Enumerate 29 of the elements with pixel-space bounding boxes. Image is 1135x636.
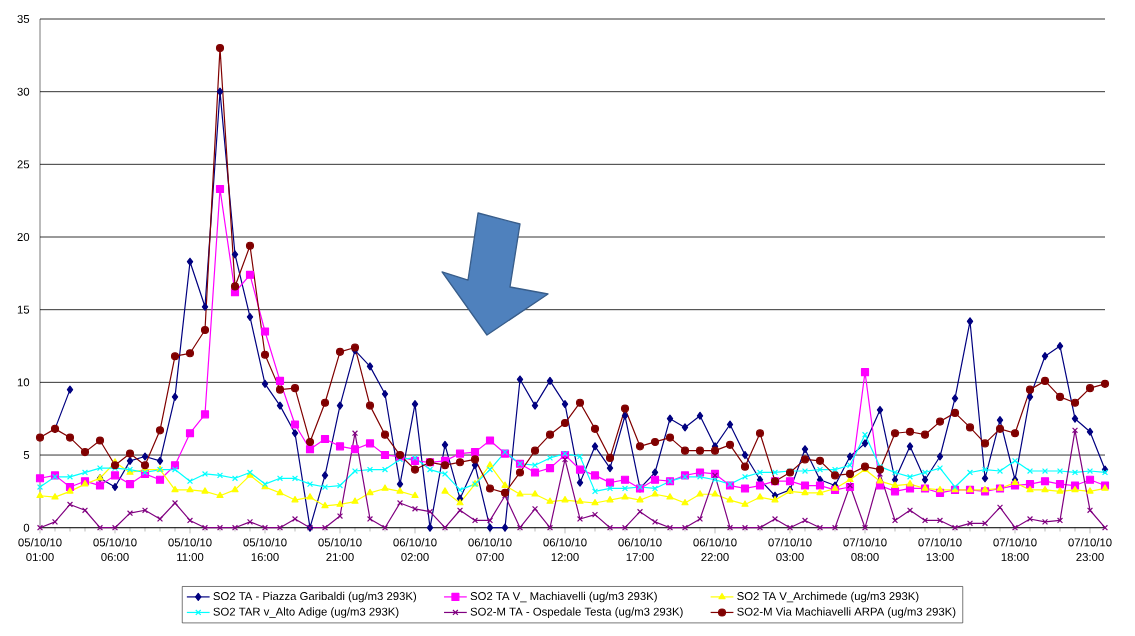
x-tick-label: 05/10/10 11:00 bbox=[168, 538, 212, 562]
y-tick-label: 10 bbox=[17, 378, 30, 387]
y-tick-label: 30 bbox=[17, 87, 30, 96]
x-tick-label: 06/10/10 12:00 bbox=[543, 538, 587, 562]
x-tick-label: 06/10/10 17:00 bbox=[618, 538, 662, 562]
x-tick-label: 06/10/10 22:00 bbox=[693, 538, 737, 562]
y-tick-label: 0 bbox=[23, 523, 30, 532]
y-tick-label: 35 bbox=[17, 15, 30, 24]
x-tick-label: 06/10/10 07:00 bbox=[468, 538, 512, 562]
legend-label: SO2 TA V_ Machiavelli (ug/m3 293K) bbox=[470, 591, 657, 603]
legend-label: SO2-M TA - Ospedale Testa (ug/m3 293K) bbox=[470, 607, 683, 618]
legend-label: SO2 TAR v_Alto Adige (ug/m3 293K) bbox=[213, 607, 399, 618]
x-tick-label: 05/10/10 01:00 bbox=[18, 538, 62, 562]
y-tick-label: 25 bbox=[17, 160, 30, 169]
x-tick-label: 05/10/10 21:00 bbox=[318, 538, 362, 562]
x-tick-label: 07/10/10 13:00 bbox=[918, 538, 962, 562]
y-tick-label: 5 bbox=[23, 451, 30, 459]
x-tick-label: 06/10/10 02:00 bbox=[393, 538, 437, 562]
y-tick-label: 20 bbox=[17, 233, 30, 242]
x-tick-label: 07/10/10 23:00 bbox=[1068, 538, 1112, 562]
x-tick-label: 05/10/10 16:00 bbox=[243, 538, 287, 562]
x-tick-label: 07/10/10 18:00 bbox=[993, 538, 1037, 562]
x-tick-label: 07/10/10 08:00 bbox=[843, 538, 887, 562]
y-tick-label: 15 bbox=[17, 305, 30, 314]
legend-label: SO2 TA V_Archimede (ug/m3 293K) bbox=[737, 591, 919, 603]
x-tick-label: 05/10/10 06:00 bbox=[93, 538, 137, 562]
legend-label: SO2-M Via Machiavelli ARPA (ug/m3 293K) bbox=[737, 607, 956, 618]
legend-label: SO2 TA - Piazza Garibaldi (ug/m3 293K) bbox=[213, 591, 417, 603]
x-tick-label: 07/10/10 03:00 bbox=[768, 538, 812, 562]
